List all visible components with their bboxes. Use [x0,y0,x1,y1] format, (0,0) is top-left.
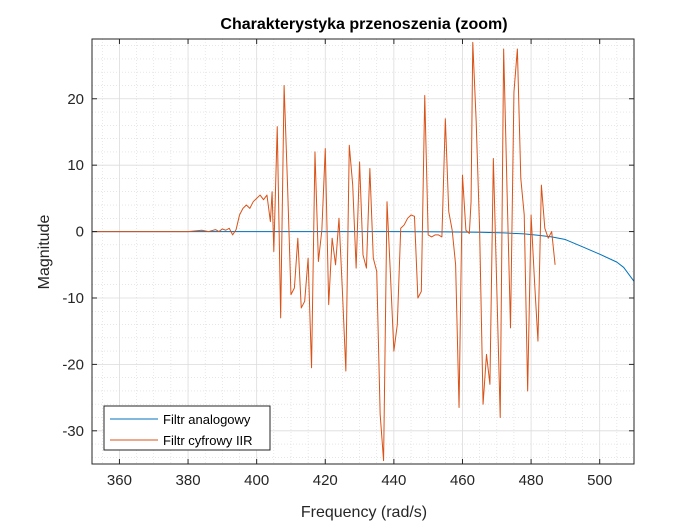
y-axis-label: Magnitude [36,215,53,290]
y-tick-label: 0 [76,224,84,241]
x-tick-label: 360 [107,472,132,489]
ticks: 360 380 400 420 440 460 480 500 -30 -20 -10 0 10 20 [62,39,634,489]
legend: Filtr analogowy Filtr cyfrowy IIR [103,405,271,451]
x-tick-label: 440 [381,472,406,489]
y-tick-label: -30 [62,423,84,440]
x-tick-label: 400 [244,472,269,489]
y-tick-label: -20 [62,356,84,373]
y-tick-label: 20 [67,91,84,108]
x-axis-label: Frequency (rad/s) [301,504,427,521]
x-tick-label: 420 [313,472,338,489]
series-group [92,41,634,462]
x-tick-label: 380 [176,472,201,489]
x-tick-label: 460 [450,472,475,489]
legend-label-iir: Filtr cyfrowy IIR [163,433,253,448]
legend-label-analog: Filtr analogowy [163,412,251,427]
plot-frame [91,38,635,465]
y-tick-label: 10 [67,157,84,174]
y-tick-label: -10 [62,290,84,307]
chart-title: Charakterystyka przenoszenia (zoom) [220,16,507,33]
x-tick-label: 500 [587,472,612,489]
series-line-iir [92,41,556,462]
x-tick-label: 480 [519,472,544,489]
legend-box [103,405,271,451]
